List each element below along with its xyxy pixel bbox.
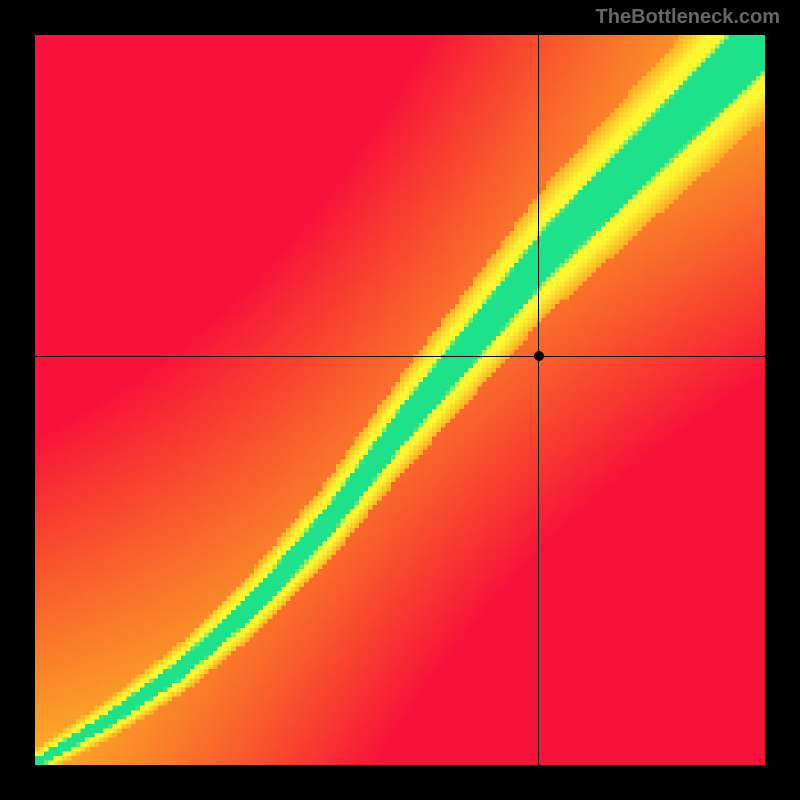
crosshair-vertical <box>538 35 539 765</box>
heatmap-canvas <box>35 35 765 765</box>
crosshair-marker <box>534 351 544 361</box>
watermark-text: TheBottleneck.com <box>596 6 780 29</box>
crosshair-horizontal <box>35 356 765 357</box>
heatmap-plot <box>35 35 765 765</box>
